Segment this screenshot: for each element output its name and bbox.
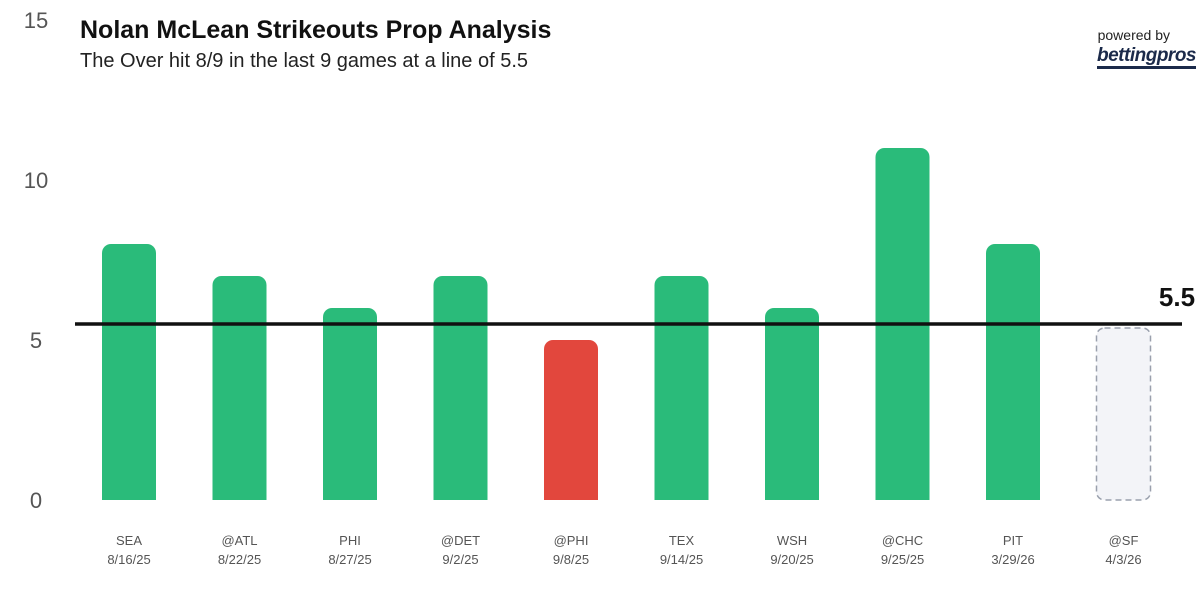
x-label-date: 9/8/25 [553,552,589,567]
bar-over [986,244,1040,500]
chart-title: Nolan McLean Strikeouts Prop Analysis [80,16,552,44]
bar-over [323,308,377,500]
x-label-opponent: @CHC [882,533,923,548]
bar-base [323,490,377,500]
x-label-date: 3/29/26 [991,552,1034,567]
y-tick-label: 10 [24,168,48,193]
x-label-opponent: @ATL [221,533,257,548]
x-label-date: 8/16/25 [107,552,150,567]
bar-base [875,490,930,500]
x-label-date: 9/2/25 [442,552,478,567]
chart-subtitle: The Over hit 8/9 in the last 9 games at … [80,50,529,72]
x-label-opponent: SEA [116,533,142,548]
x-label-date: 9/14/25 [660,552,703,567]
bar-over [654,276,709,500]
bar-base [986,490,1040,500]
prop-line-label: 5.5 [1159,282,1195,312]
x-label-opponent: @SF [1109,533,1139,548]
bar-under [544,340,598,500]
x-label-opponent: @PHI [554,533,589,548]
bar-base [544,490,598,500]
powered-by-label: powered by [1097,27,1170,43]
x-label-date: 9/20/25 [770,552,813,567]
bar-upcoming [1095,327,1152,501]
x-label-opponent: @DET [441,533,480,548]
x-label-opponent: WSH [777,533,807,548]
bar-over [212,276,267,500]
y-tick-label: 0 [30,488,42,513]
bar-base [654,490,709,500]
bar-over [102,244,156,500]
x-label-date: 4/3/26 [1105,552,1141,567]
bettingpros-logo[interactable]: bettingpros [1097,46,1197,69]
bar-base [102,490,156,500]
bar-over [765,308,819,500]
bar-over [433,276,488,500]
bar-base [433,490,488,500]
x-label-date: 9/25/25 [881,552,924,567]
y-tick-label: 15 [24,8,48,33]
x-label-opponent: PHI [339,533,361,548]
x-label-date: 8/27/25 [328,552,371,567]
y-tick-label: 5 [30,328,42,353]
x-label-opponent: TEX [669,533,695,548]
bar-base [765,490,819,500]
x-label-date: 8/22/25 [218,552,261,567]
bar-base [212,490,267,500]
x-label-opponent: PIT [1003,533,1023,548]
